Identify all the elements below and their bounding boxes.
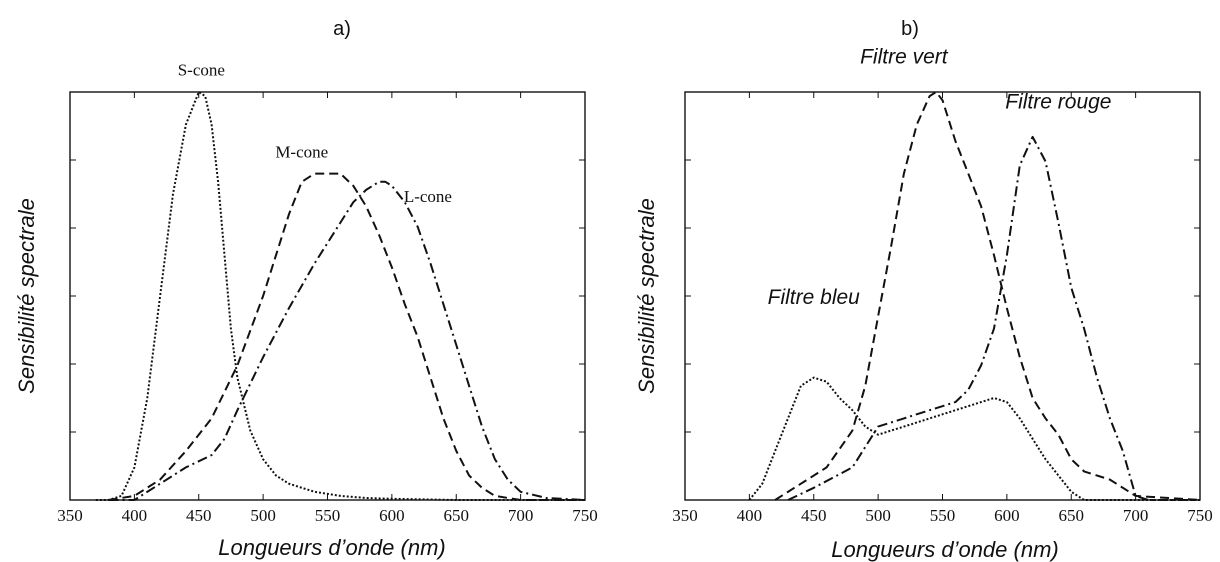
x-tick-label: 750 <box>572 506 598 525</box>
series-annotation-m-cone: M-cone <box>275 142 328 161</box>
y-axis-label: Sensibilité spectrale <box>14 198 39 394</box>
series-line-l-cone <box>108 180 586 501</box>
y-axis-label: Sensibilité spectrale <box>634 198 659 394</box>
x-tick-label: 700 <box>508 506 534 525</box>
x-tick-label: 350 <box>672 506 698 525</box>
x-axis-label: Longueurs d’onde (nm) <box>218 535 445 560</box>
x-tick-label: 700 <box>1123 506 1149 525</box>
series-line-filtre-vert <box>774 91 1201 501</box>
series-line-filtre-rouge <box>787 135 1200 501</box>
series-annotation-filtre-vert: Filtre vert <box>860 45 949 68</box>
series-annotation-s-cone: S-cone <box>178 61 225 80</box>
plot-frame <box>684 91 1201 501</box>
x-tick-label: 450 <box>801 506 827 525</box>
x-tick-label: 750 <box>1187 506 1213 525</box>
series-annotation-filtre-rouge: Filtre rouge <box>1005 90 1111 113</box>
series-line-m-cone <box>108 172 585 501</box>
panel-label: b) <box>901 18 919 40</box>
x-tick-label: 550 <box>930 506 956 525</box>
x-tick-label: 600 <box>994 506 1020 525</box>
series-line-filtre-bleu <box>748 376 1200 501</box>
series-annotation-filtre-bleu: Filtre bleu <box>768 286 861 309</box>
series-line-s-cone <box>95 91 585 501</box>
x-tick-label: 450 <box>186 506 212 525</box>
x-tick-label: 500 <box>250 506 276 525</box>
chart-panel-b: b) 350 400 450 500 550 600 650 700 750 Sensibilité… <box>634 18 1213 562</box>
x-tick-label: 400 <box>122 506 148 525</box>
x-tick-label: 500 <box>865 506 891 525</box>
x-tick-label: 350 <box>57 506 83 525</box>
panel-label: a) <box>333 18 351 40</box>
x-axis-label: Longueurs d’onde (nm) <box>831 537 1058 562</box>
x-tick-label: 600 <box>379 506 405 525</box>
x-tick-label: 650 <box>1059 506 1085 525</box>
x-tick-label: 400 <box>737 506 763 525</box>
x-tick-label: 550 <box>315 506 341 525</box>
series-annotation-l-cone: L-cone <box>404 187 452 206</box>
x-tick-label: 650 <box>444 506 470 525</box>
chart-panel-a: a) 350 400 450 500 550 600 650 700 750 Sensibilité… <box>14 18 598 560</box>
